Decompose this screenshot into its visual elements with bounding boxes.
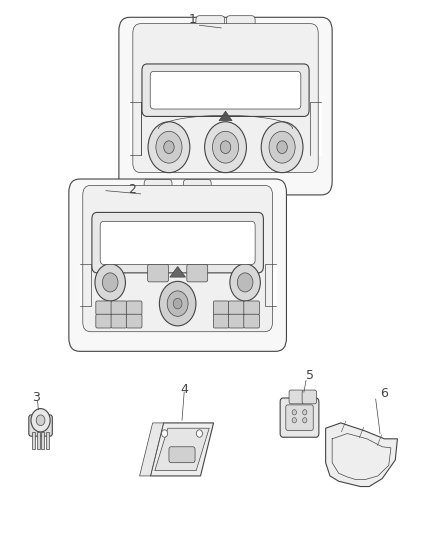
FancyBboxPatch shape <box>196 15 225 37</box>
Circle shape <box>167 291 188 317</box>
FancyBboxPatch shape <box>280 398 319 437</box>
Circle shape <box>212 131 239 163</box>
FancyBboxPatch shape <box>187 264 208 282</box>
FancyBboxPatch shape <box>229 314 244 328</box>
FancyBboxPatch shape <box>150 71 301 109</box>
FancyBboxPatch shape <box>100 221 255 264</box>
Circle shape <box>269 131 295 163</box>
Circle shape <box>303 418 307 423</box>
Circle shape <box>292 410 297 415</box>
Circle shape <box>36 415 45 425</box>
Polygon shape <box>155 428 209 471</box>
Circle shape <box>102 273 118 292</box>
Text: 6: 6 <box>381 387 389 400</box>
FancyBboxPatch shape <box>29 415 52 436</box>
FancyBboxPatch shape <box>111 301 127 315</box>
Bar <box>41 432 45 449</box>
Circle shape <box>31 409 50 432</box>
FancyBboxPatch shape <box>142 64 309 116</box>
FancyBboxPatch shape <box>133 23 318 173</box>
FancyBboxPatch shape <box>119 17 332 195</box>
FancyBboxPatch shape <box>286 405 313 430</box>
Polygon shape <box>219 111 232 120</box>
Text: 3: 3 <box>32 392 40 405</box>
Polygon shape <box>140 423 163 476</box>
Circle shape <box>261 122 303 173</box>
Circle shape <box>95 264 125 301</box>
FancyBboxPatch shape <box>244 301 259 315</box>
FancyBboxPatch shape <box>229 301 244 315</box>
Circle shape <box>164 141 174 154</box>
FancyBboxPatch shape <box>69 179 286 351</box>
Polygon shape <box>170 266 185 277</box>
FancyBboxPatch shape <box>144 180 172 199</box>
FancyBboxPatch shape <box>148 264 169 282</box>
FancyBboxPatch shape <box>126 301 142 315</box>
FancyBboxPatch shape <box>96 301 112 315</box>
FancyBboxPatch shape <box>83 185 272 332</box>
Text: 1: 1 <box>189 13 197 27</box>
Polygon shape <box>150 423 214 476</box>
Bar <box>37 432 40 449</box>
Circle shape <box>205 122 247 173</box>
Circle shape <box>277 141 287 154</box>
Text: 2: 2 <box>128 183 136 196</box>
Circle shape <box>148 122 190 173</box>
Circle shape <box>162 430 168 437</box>
FancyBboxPatch shape <box>184 180 211 199</box>
Circle shape <box>156 131 182 163</box>
Bar <box>46 432 49 449</box>
Circle shape <box>159 281 196 326</box>
Circle shape <box>196 430 202 437</box>
Polygon shape <box>325 423 397 487</box>
Circle shape <box>292 418 297 423</box>
FancyBboxPatch shape <box>289 390 304 404</box>
FancyBboxPatch shape <box>244 314 259 328</box>
Circle shape <box>173 298 182 309</box>
Circle shape <box>220 141 231 154</box>
Text: 4: 4 <box>180 383 188 396</box>
FancyBboxPatch shape <box>96 314 112 328</box>
Circle shape <box>303 410 307 415</box>
FancyBboxPatch shape <box>226 15 255 37</box>
Text: 5: 5 <box>307 369 314 382</box>
FancyBboxPatch shape <box>213 301 229 315</box>
Circle shape <box>230 264 260 301</box>
FancyBboxPatch shape <box>126 314 142 328</box>
Bar <box>32 432 35 449</box>
FancyBboxPatch shape <box>92 213 263 273</box>
FancyBboxPatch shape <box>302 390 317 404</box>
FancyBboxPatch shape <box>169 447 195 463</box>
FancyBboxPatch shape <box>213 314 229 328</box>
FancyBboxPatch shape <box>111 314 127 328</box>
Circle shape <box>237 273 253 292</box>
